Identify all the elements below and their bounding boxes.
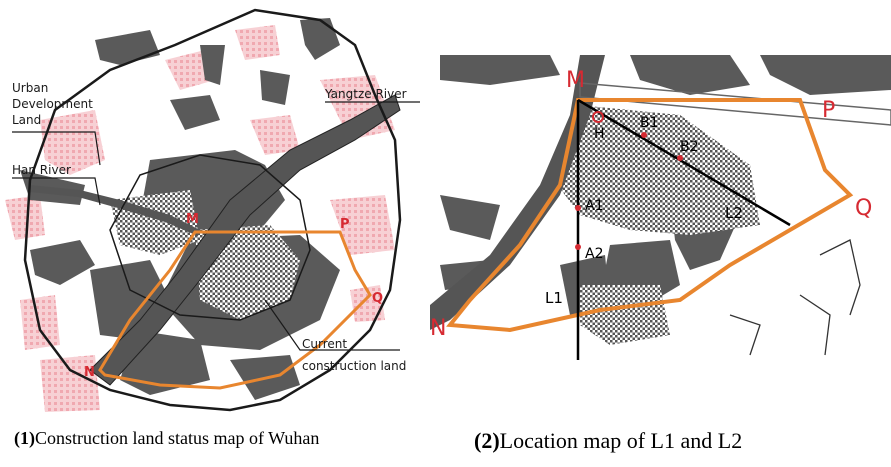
label-urban-dev-2: Development bbox=[12, 97, 93, 111]
point-m-1: M bbox=[186, 212, 199, 227]
caption-2: (2)Location map of L1 and L2 bbox=[474, 428, 742, 454]
label-l2: L2 bbox=[725, 204, 743, 222]
urban-boundary bbox=[23, 8, 402, 412]
caption-1-text: Construction land status map of Wuhan bbox=[35, 428, 320, 448]
label-b2: B2 bbox=[680, 139, 699, 155]
caption-1: (1)Construction land status map of Wuhan bbox=[14, 428, 319, 449]
point-p-2: P bbox=[822, 98, 835, 123]
point-q-1: Q bbox=[372, 291, 383, 306]
marker-b1 bbox=[641, 132, 647, 138]
label-l1: L1 bbox=[545, 289, 563, 307]
label-han-river: Han River bbox=[12, 163, 71, 177]
line-l2 bbox=[577, 98, 791, 227]
caption-2-number: (2) bbox=[474, 428, 500, 453]
label-b1: B1 bbox=[640, 115, 659, 131]
study-boundary bbox=[98, 230, 372, 390]
yangtze-river-2 bbox=[430, 55, 605, 330]
caption-1-number: (1) bbox=[14, 428, 35, 448]
point-n-1: N bbox=[84, 365, 95, 380]
label-current-2: construction land bbox=[302, 359, 406, 373]
inner-ring bbox=[109, 154, 311, 321]
wuhan-construction-map: Urban Development Land Han River Yangtze… bbox=[5, 8, 420, 412]
point-q-2: Q bbox=[855, 196, 872, 221]
label-a1: A1 bbox=[585, 198, 603, 214]
label-urban-dev-1: Urban bbox=[12, 81, 48, 95]
dense-core-2 bbox=[550, 105, 760, 235]
marker-b2 bbox=[677, 155, 683, 161]
marker-a1 bbox=[575, 205, 581, 211]
marker-a2 bbox=[575, 244, 581, 250]
label-h: H bbox=[594, 126, 605, 142]
label-yangtze: Yangtze River bbox=[324, 87, 407, 101]
yangtze-river bbox=[89, 94, 401, 386]
label-current-1: Current bbox=[302, 337, 347, 351]
label-urban-dev: Urban Development Land bbox=[12, 81, 97, 127]
urban-development-areas bbox=[5, 25, 395, 412]
point-markers bbox=[575, 111, 683, 250]
leader-lines bbox=[12, 101, 420, 351]
point-p-1: P bbox=[340, 217, 350, 232]
study-boundary-2 bbox=[446, 98, 854, 333]
caption-2-text: Location map of L1 and L2 bbox=[499, 428, 743, 453]
point-n-2: N bbox=[430, 316, 446, 341]
south-core-2 bbox=[580, 285, 670, 345]
outline-lines-2 bbox=[729, 239, 861, 356]
marker-h bbox=[592, 111, 604, 123]
label-a2: A2 bbox=[585, 246, 603, 262]
point-m-2: M bbox=[566, 68, 585, 93]
l1-l2-location-map: M P Q N H B1 B2 A1 A2 L1 L2 bbox=[430, 55, 891, 360]
label-urban-dev-3: Land bbox=[12, 113, 41, 127]
han-river bbox=[30, 185, 200, 236]
